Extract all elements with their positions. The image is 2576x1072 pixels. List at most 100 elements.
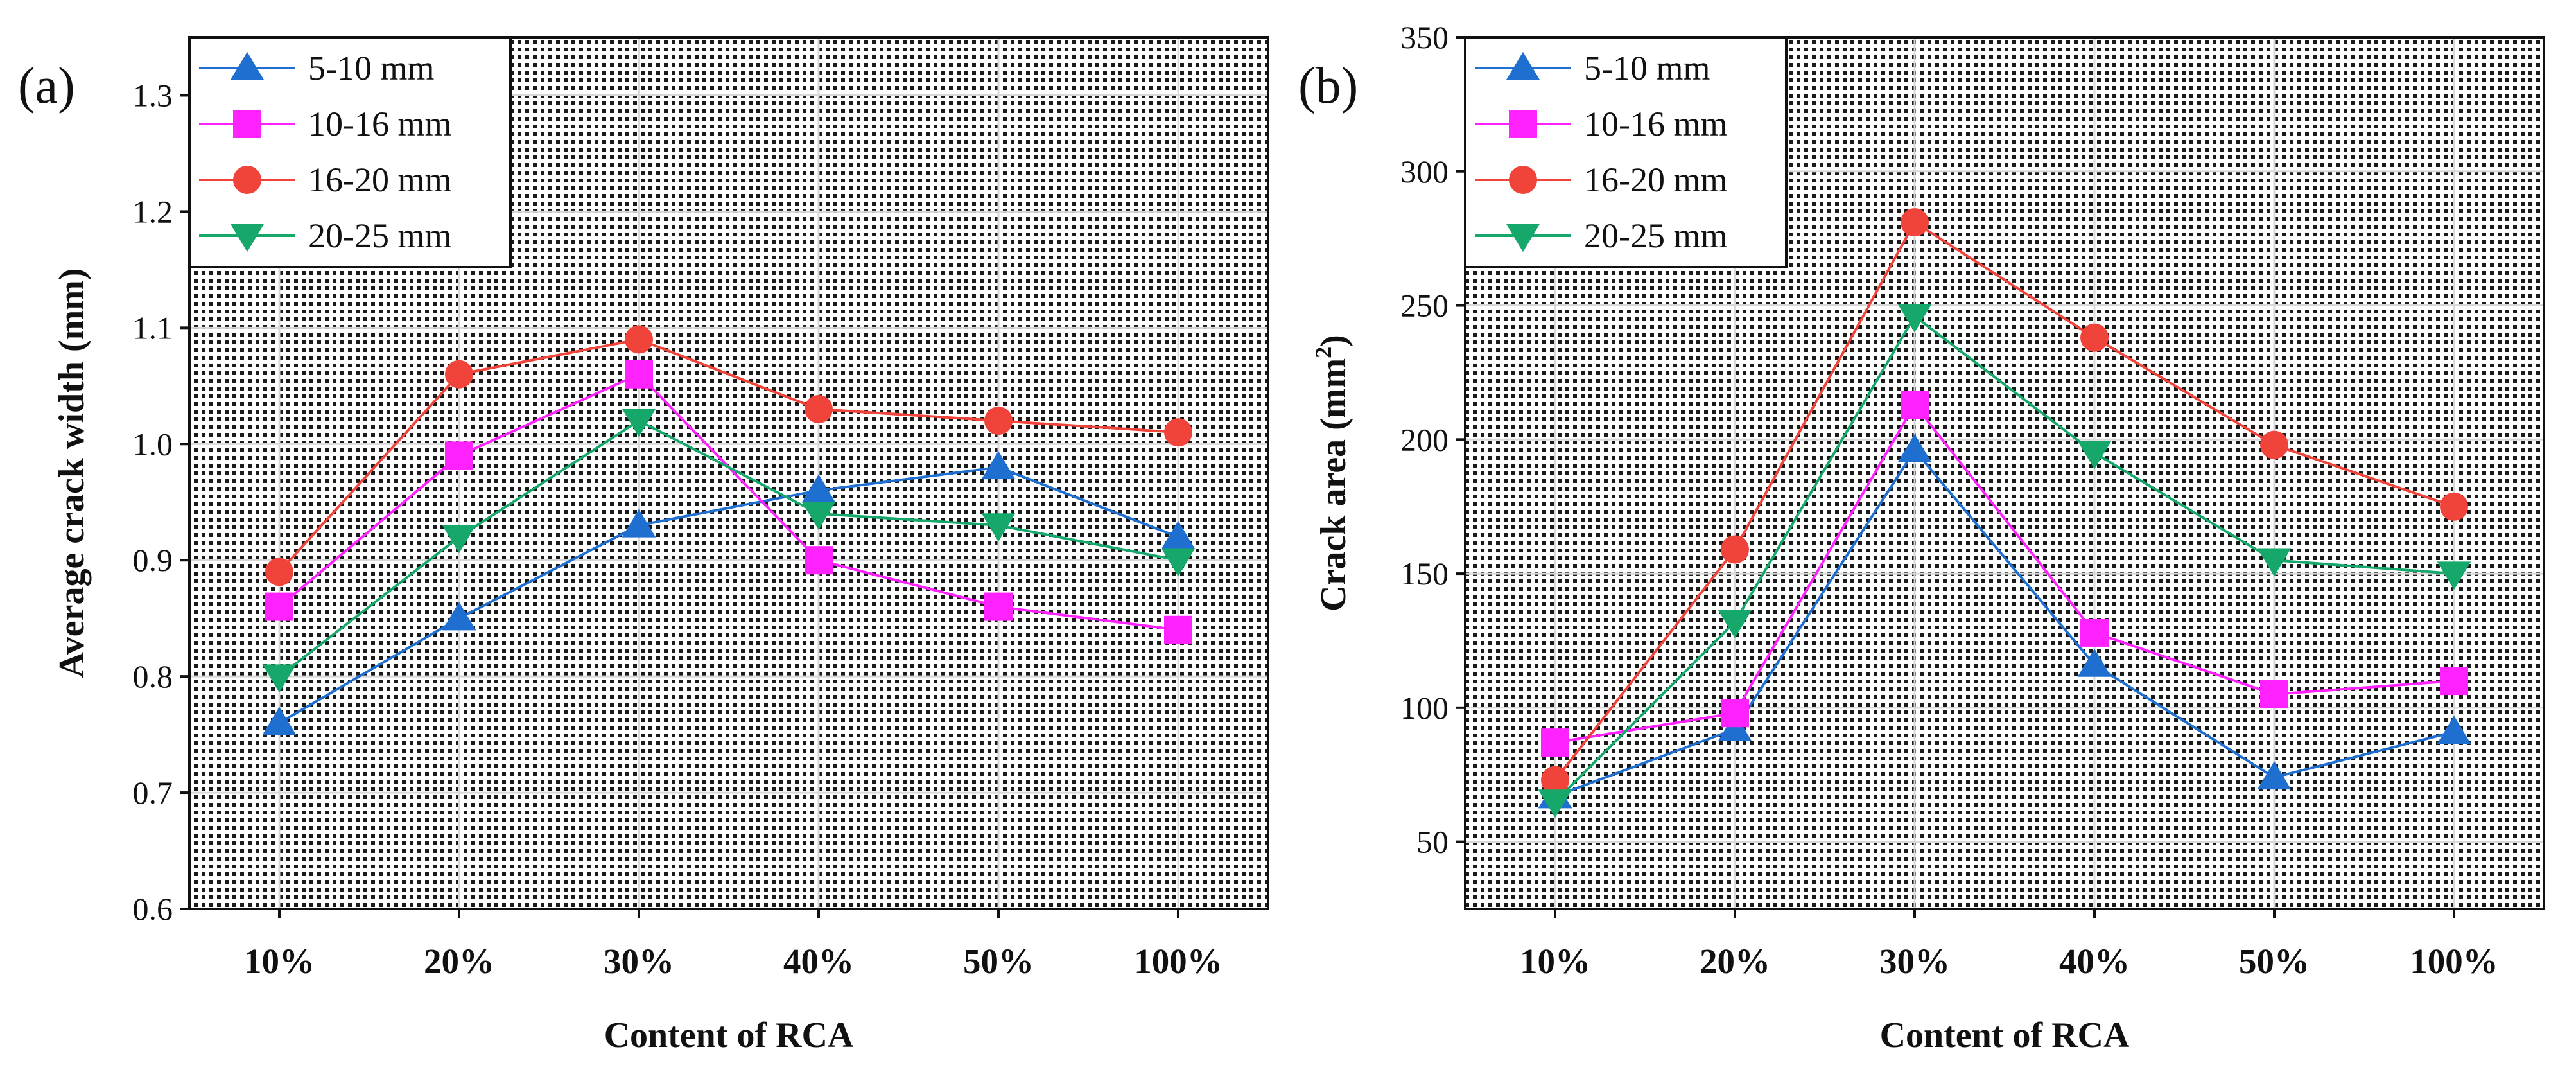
data-point <box>2440 492 2468 521</box>
chart-panel-b: 50 100 150 200 250 300 350 10% 20% 30% 40% 50% 100% C… <box>1298 19 2545 1055</box>
data-point <box>445 360 473 389</box>
data-point <box>1164 615 1192 644</box>
chart-panel-a: 0.6 0.7 0.8 0.9 1.0 1.1 1.2 1.3 10% 20% 30% 40% 50% 1… <box>18 36 1269 1055</box>
data-point <box>2077 648 2112 677</box>
data-point <box>1161 520 1196 549</box>
panel-label: (a) <box>18 58 75 114</box>
y-tick-label: 350 <box>1400 19 1449 55</box>
data-point <box>984 407 1013 435</box>
data-point <box>981 513 1016 542</box>
legend-label: 10-16 mm <box>1584 105 1728 143</box>
data-point <box>262 664 297 693</box>
legend-label: 16-20 mm <box>1584 161 1728 199</box>
y-tick-label: 0.8 <box>133 658 173 694</box>
legend-marker <box>233 166 261 194</box>
data-point <box>1897 304 1932 333</box>
legend-label: 5-10 mm <box>1584 49 1710 87</box>
data-point <box>622 509 656 538</box>
data-point <box>2260 430 2288 459</box>
y-tick-label: 100 <box>1400 690 1449 726</box>
data-point <box>1541 728 1569 757</box>
data-point <box>1538 789 1572 818</box>
legend-label: 16-20 mm <box>308 161 452 199</box>
legend-item-10-16-mm: 10-16 mm <box>199 105 452 143</box>
x-tick-label: 100% <box>2410 942 2498 981</box>
x-tick-label: 40% <box>783 942 854 981</box>
legend-marker <box>1506 224 1540 252</box>
legend: 5-10 mm 10-16 mm 16-20 mm 20-25 mm <box>188 36 512 268</box>
data-point <box>2080 618 2109 647</box>
legend-marker <box>1506 51 1540 80</box>
data-point <box>1721 535 1749 564</box>
panel-label: (b) <box>1298 58 1358 114</box>
series-line <box>278 338 1179 573</box>
x-tick-label: 50% <box>963 942 1034 981</box>
data-point <box>265 592 293 621</box>
data-point <box>625 360 653 389</box>
y-axis-label: Crack area (mm2) <box>1310 335 1353 611</box>
data-point <box>1718 610 1752 638</box>
legend-marker <box>1509 110 1537 138</box>
legend-item-16-20-mm: 16-20 mm <box>199 161 452 199</box>
series-20-25-mm <box>1538 304 2471 818</box>
y-tick-label: 300 <box>1400 154 1449 189</box>
y-tick-label: 1.1 <box>133 310 173 346</box>
legend-label: 20-25 mm <box>1584 216 1728 255</box>
x-tick-label: 100% <box>1134 942 1223 981</box>
y-axis-label: Average crack width (mm) <box>52 268 92 678</box>
series-line <box>1554 448 2455 798</box>
y-tick-label: 200 <box>1400 421 1449 457</box>
data-point <box>1161 548 1196 577</box>
y-tick-label: 250 <box>1400 288 1449 324</box>
legend: 5-10 mm 10-16 mm 16-20 mm 20-25 mm <box>1464 36 1788 268</box>
y-tick-label: 0.6 <box>133 891 173 927</box>
legend-item-5-10-mm: 5-10 mm <box>1475 49 1710 87</box>
y-tick-label: 1.0 <box>133 426 173 462</box>
data-point <box>2257 761 2292 790</box>
legend-label: 20-25 mm <box>308 216 452 255</box>
y-tick-label: 1.2 <box>133 193 173 229</box>
axes-frame <box>188 36 1269 910</box>
x-tick-label: 30% <box>1879 942 1950 981</box>
series-5-10-mm <box>262 451 1196 735</box>
data-point <box>1897 434 1932 462</box>
legend-marker <box>1509 166 1537 194</box>
data-point <box>984 592 1013 621</box>
data-point <box>2440 667 2468 696</box>
data-point <box>1541 766 1569 795</box>
axes-frame <box>1464 36 2545 910</box>
data-point <box>2257 548 2292 577</box>
data-point <box>1721 699 1749 728</box>
x-tick-label: 20% <box>1700 942 1770 981</box>
data-point <box>1901 208 1929 237</box>
series-line <box>1554 402 2455 744</box>
data-point <box>445 441 473 470</box>
data-point <box>981 451 1016 480</box>
x-tick-label: 10% <box>1520 942 1590 981</box>
y-tick-label: 1.3 <box>133 77 173 113</box>
series-line <box>278 419 1179 678</box>
data-point <box>2260 680 2288 708</box>
data-point <box>262 707 297 735</box>
data-point <box>2437 716 2471 744</box>
series-16-20-mm <box>1541 208 2468 795</box>
data-point <box>2080 323 2109 352</box>
data-point <box>2437 561 2471 590</box>
data-point <box>442 602 476 631</box>
data-point <box>1164 418 1192 447</box>
legend-item-10-16-mm: 10-16 mm <box>1475 105 1728 143</box>
data-point <box>1901 391 1929 419</box>
series-line <box>1554 314 2455 803</box>
series-10-16-mm <box>1541 391 2468 757</box>
legend-marker <box>230 51 265 80</box>
y-tick-label: 50 <box>1416 824 1449 860</box>
data-point <box>805 546 833 575</box>
data-point <box>2077 441 2112 470</box>
data-point <box>622 409 656 437</box>
data-point <box>801 474 836 503</box>
x-tick-label: 30% <box>604 942 674 981</box>
legend-label: 5-10 mm <box>308 49 435 87</box>
legend-item-20-25-mm: 20-25 mm <box>1475 216 1728 255</box>
data-point <box>442 525 476 554</box>
